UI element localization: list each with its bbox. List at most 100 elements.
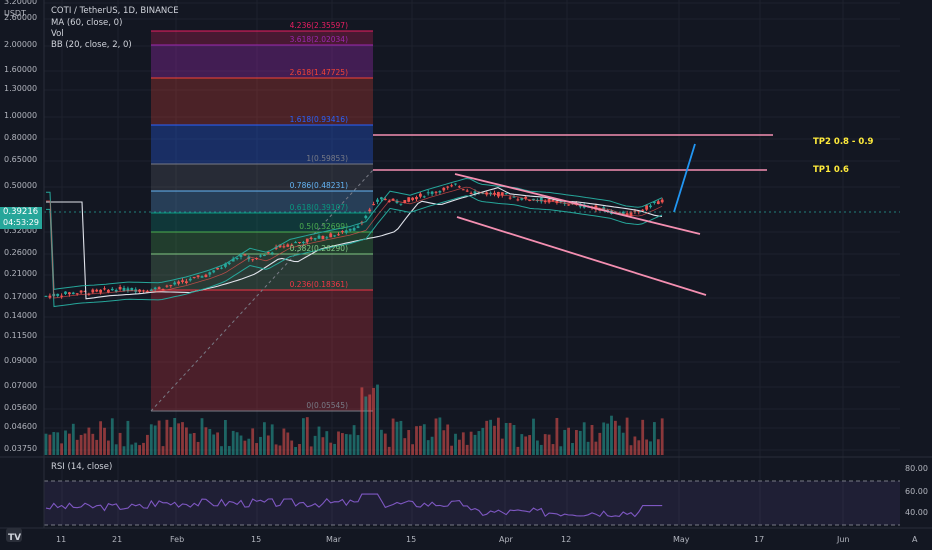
vol-indicator-label[interactable]: Vol <box>51 29 64 39</box>
bar-countdown: 04:53:29 <box>3 218 39 227</box>
volume-bar <box>493 425 496 455</box>
tp2-annotation[interactable]: TP2 0.8 - 0.9 <box>813 137 874 147</box>
time-tick: 11 <box>56 535 67 544</box>
volume-bar <box>103 427 106 455</box>
candle-body <box>516 199 520 201</box>
ma-indicator-label[interactable]: MA (60, close, 0) <box>51 18 123 28</box>
candle-body <box>419 193 422 197</box>
volume-bar <box>282 428 286 455</box>
volume-bar <box>157 420 161 455</box>
volume-bar <box>107 440 110 455</box>
volume-bar <box>185 427 188 455</box>
candle-body <box>64 291 67 294</box>
volume-bar <box>110 418 114 455</box>
candle-body <box>372 204 375 206</box>
candle-body <box>364 215 368 219</box>
candle-body <box>146 291 149 293</box>
candle-body <box>528 199 531 201</box>
candle-body <box>380 197 383 200</box>
candle-body <box>298 241 301 243</box>
candle-body <box>653 201 656 203</box>
bb-upper-band <box>46 177 663 290</box>
candle-body <box>352 228 356 231</box>
volume-bar <box>71 423 75 455</box>
candle-body <box>192 277 196 279</box>
volume-bar <box>376 384 379 455</box>
volume-bar <box>68 433 71 455</box>
fib-level-label: 0.236(0.18361) <box>289 280 348 289</box>
channel-lower <box>456 216 707 296</box>
volume-bar <box>419 425 422 455</box>
rsi-indicator-label[interactable]: RSI (14, close) <box>51 462 113 472</box>
volume-bar <box>212 434 216 455</box>
price-tick: 0.50000 <box>4 181 38 190</box>
tradingview-logo-icon[interactable]: TV <box>6 528 22 543</box>
volume-bar <box>539 444 543 455</box>
candle-body <box>465 190 469 192</box>
fib-zone <box>151 290 373 411</box>
candle-body <box>305 238 309 242</box>
symbol-title[interactable]: COTI / TetherUS, 1D, BINANCE <box>51 6 179 16</box>
candle-body <box>161 288 165 290</box>
candle-body <box>532 198 535 201</box>
candle-body <box>75 293 79 295</box>
volume-bar <box>395 421 399 455</box>
volume-bar <box>192 432 196 455</box>
candle-body <box>130 287 134 291</box>
volume-bar <box>504 423 508 455</box>
volume-bar <box>364 396 368 455</box>
candle-body <box>169 285 173 287</box>
candle-body <box>188 278 192 281</box>
volume-bar <box>426 440 430 455</box>
candle-body <box>149 289 153 292</box>
volume-bar <box>48 434 52 455</box>
volume-bar <box>95 439 99 455</box>
candle-body <box>153 287 157 289</box>
volume-bar <box>142 442 145 455</box>
volume-bar <box>590 424 594 455</box>
volume-bar <box>465 444 469 455</box>
volume-bar <box>122 446 126 455</box>
volume-bar <box>617 425 621 455</box>
volume-bar <box>610 415 613 455</box>
volume-bar <box>575 430 578 455</box>
currency-label: USDT <box>4 9 26 18</box>
volume-bar <box>543 434 547 455</box>
candle-body <box>251 259 255 261</box>
candle-body <box>302 241 305 244</box>
time-tick: Mar <box>326 535 342 544</box>
volume-bar <box>344 434 348 455</box>
price-tick: 3.20000 <box>4 0 38 6</box>
volume-bar <box>598 432 602 455</box>
candle-body <box>44 295 48 297</box>
volume-bar <box>294 446 297 455</box>
candle-body <box>539 197 543 202</box>
candle-body <box>450 185 453 187</box>
candle-body <box>567 204 570 206</box>
candle-body <box>469 192 473 194</box>
price-tick: 1.00000 <box>4 111 38 120</box>
candle-body <box>177 281 180 284</box>
time-tick: May <box>673 535 690 544</box>
time-tick: Feb <box>170 535 185 544</box>
candle-body <box>294 242 297 244</box>
tp1-annotation[interactable]: TP1 0.6 <box>813 165 849 175</box>
fib-level-label: 0.786(0.48231) <box>289 181 348 190</box>
volume-bar <box>75 439 79 455</box>
volume-bar <box>196 441 200 455</box>
price-tick: 0.65000 <box>4 155 38 164</box>
volume-bars <box>44 384 664 455</box>
volume-bar <box>485 420 489 455</box>
volume-bar <box>263 422 266 455</box>
candle-body <box>91 289 95 293</box>
fib-zone <box>151 213 373 232</box>
volume-bar <box>469 431 473 455</box>
candle-body <box>212 270 216 273</box>
fib-level-label: 4.236(2.35597) <box>289 21 348 30</box>
volume-bar <box>473 434 477 455</box>
auto-scale-icon[interactable]: A <box>912 535 918 544</box>
volume-bar <box>188 433 192 455</box>
bb-indicator-label[interactable]: BB (20, close, 2, 0) <box>51 40 132 50</box>
volume-bar <box>44 433 48 455</box>
